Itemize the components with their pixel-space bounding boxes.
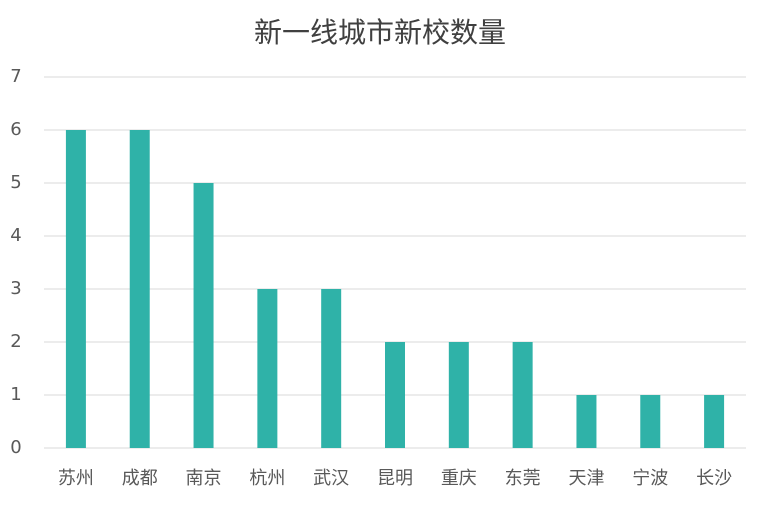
y-tick-label: 6 [10,119,21,140]
x-tick-label: 苏州 [58,468,94,489]
y-tick-label: 0 [10,437,21,458]
x-tick-label: 成都 [122,468,158,489]
bar [640,395,661,448]
y-tick-label: 4 [10,225,21,246]
bar [704,395,725,448]
x-tick-label: 武汉 [313,468,349,489]
bar [512,342,533,448]
bar [129,130,150,448]
x-tick-label: 长沙 [696,468,732,489]
bar [65,130,86,448]
y-tick-label: 7 [10,66,21,87]
bar [576,395,597,448]
x-tick-label: 杭州 [249,468,285,489]
bar [385,342,405,448]
chart-title: 新一线城市新校数量 [254,16,506,49]
x-tick-label: 重庆 [441,468,477,489]
x-tick-label: 南京 [186,468,222,489]
x-tick-label: 天津 [568,468,604,489]
y-tick-label: 3 [10,278,21,299]
bar [193,183,214,448]
bar [321,289,342,448]
x-tick-label: 东莞 [505,468,541,489]
bar [448,342,469,448]
y-tick-label: 1 [10,384,21,405]
x-tick-label: 宁波 [632,468,668,489]
bar [257,289,278,448]
y-tick-label: 5 [10,172,21,193]
x-tick-label: 昆明 [377,468,413,489]
y-tick-label: 2 [10,331,21,352]
